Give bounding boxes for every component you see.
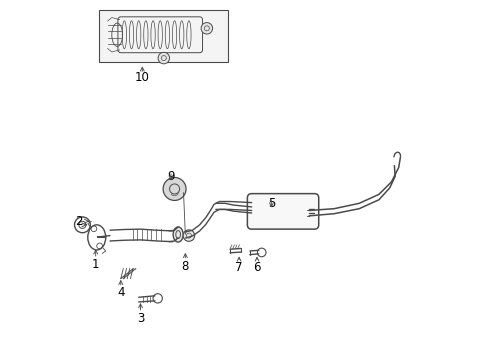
Circle shape — [163, 177, 185, 201]
Text: 9: 9 — [167, 170, 174, 183]
Circle shape — [201, 23, 212, 34]
Text: 5: 5 — [267, 197, 275, 210]
Text: 4: 4 — [117, 287, 124, 300]
Text: 10: 10 — [135, 71, 149, 84]
Circle shape — [183, 230, 194, 241]
Ellipse shape — [173, 227, 183, 242]
Circle shape — [158, 52, 169, 64]
Text: 7: 7 — [235, 261, 243, 274]
Text: 8: 8 — [181, 260, 189, 273]
FancyBboxPatch shape — [247, 194, 318, 229]
Text: 2: 2 — [75, 215, 82, 228]
Text: 1: 1 — [92, 258, 99, 271]
Bar — [99, 10, 228, 62]
Text: 6: 6 — [253, 261, 260, 274]
Text: 3: 3 — [137, 311, 144, 325]
